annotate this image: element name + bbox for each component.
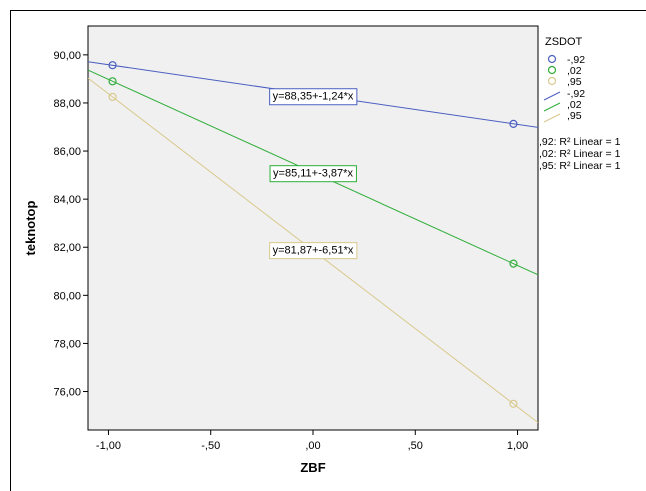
y-axis-title: teknotop xyxy=(23,201,38,256)
legend-line-1 xyxy=(543,91,561,101)
equation-label-1: y=88,35+-1,24*x xyxy=(269,88,358,106)
legend-line-label-1: -,92 xyxy=(567,88,585,100)
data-point-3-2 xyxy=(509,399,518,408)
r2-label-2: ,02: R² Linear = 1 xyxy=(539,148,621,160)
points-layer xyxy=(108,61,518,408)
data-point-2-1 xyxy=(108,77,117,86)
data-point-2-2 xyxy=(509,259,518,268)
equation-box xyxy=(269,165,357,183)
x-axis-title: ZBF xyxy=(300,460,325,475)
y-tick-label: 90,00 xyxy=(53,50,81,62)
legend-marker-2 xyxy=(547,65,557,75)
legend-line-label-3: ,95 xyxy=(567,110,582,122)
legend-line-label-2: ,02 xyxy=(567,99,582,111)
legend-line-2 xyxy=(543,102,561,112)
legend-marker-label-3: ,95 xyxy=(567,76,582,88)
equation-box xyxy=(269,88,358,106)
legend-line-3 xyxy=(543,113,561,123)
y-tick-label: 76,00 xyxy=(53,387,81,399)
legend-marker-3 xyxy=(547,76,557,86)
x-tick-label: ,00 xyxy=(305,440,320,452)
x-tick-label: 1,00 xyxy=(507,440,528,452)
equation-box xyxy=(269,242,358,260)
legend: ZSDOT -,92,02,95-,92,02,95 xyxy=(543,36,585,123)
ticks-layer: 76,00 78,00 80,00 82,00 84,00 86,00 88,00 90,00… xyxy=(53,50,528,452)
equation-label-3: y=81,87+-6,51*x xyxy=(269,242,358,260)
x-tick-label: -,50 xyxy=(201,440,220,452)
y-tick-label: 84,00 xyxy=(53,194,81,206)
equation-label-2: y=85,11+-3,87*x xyxy=(269,165,357,183)
legend-title: ZSDOT xyxy=(545,36,583,48)
y-tick-label: 86,00 xyxy=(53,146,81,158)
plot-area xyxy=(87,25,539,431)
equation-text: y=88,35+-1,24*x xyxy=(273,91,354,103)
annotations-layer: y=88,35+-1,24*x y=85,11+-3,87*x y=81,87+-6… xyxy=(269,88,358,260)
equation-text: y=81,87+-6,51*x xyxy=(273,245,354,257)
r2-label-3: ,95: R² Linear = 1 xyxy=(539,160,621,172)
y-tick-label: 88,00 xyxy=(53,98,81,110)
x-tick-label: ,50 xyxy=(408,440,423,452)
legend-marker-1 xyxy=(547,54,557,64)
y-tick-label: 82,00 xyxy=(53,242,81,254)
equation-text: y=85,11+-3,87*x xyxy=(273,168,353,180)
legend-marker-label-2: ,02 xyxy=(567,65,582,77)
data-point-1-2 xyxy=(509,119,518,128)
data-point-3-1 xyxy=(108,92,117,102)
y-tick-label: 80,00 xyxy=(53,290,81,302)
legend-marker-label-1: -,92 xyxy=(567,54,585,66)
r2-labels: ,92: R² Linear = 1,02: R² Linear = 1,95:… xyxy=(539,136,621,172)
y-tick-label: 78,00 xyxy=(53,338,81,350)
r2-label-1: ,92: R² Linear = 1 xyxy=(539,136,621,148)
x-tick-label: -1,00 xyxy=(96,440,121,452)
data-point-1-1 xyxy=(108,61,117,70)
